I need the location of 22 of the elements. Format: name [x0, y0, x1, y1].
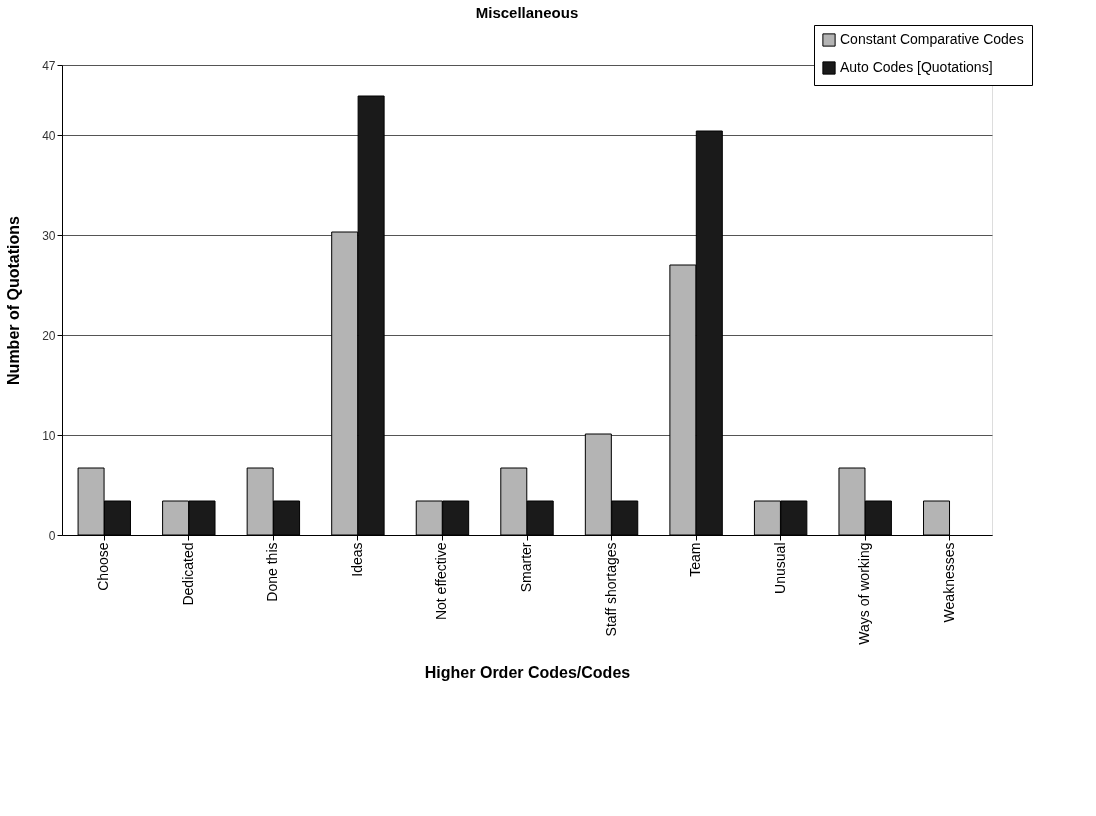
x-tick-label: Weaknesses: [940, 542, 957, 623]
y-tick-label: 30: [42, 228, 56, 243]
chart-title: Miscellaneous: [475, 3, 579, 21]
x-tick-label: Unusual: [771, 542, 788, 594]
x-tick-label: Smarter: [518, 542, 534, 593]
legend-label: Auto Codes [Quotations]: [840, 59, 993, 75]
x-tick-label: Ideas: [348, 542, 365, 577]
y-tick-label: 0: [48, 528, 56, 543]
x-tick-label: Done this: [264, 542, 281, 602]
y-tick-label: 40: [42, 128, 56, 143]
x-axis-title: Higher Order Codes/Codes: [424, 663, 631, 681]
x-tick-label: Staff shortages: [602, 542, 619, 637]
x-tick-label: Not effective: [433, 542, 450, 621]
y-tick-label: 10: [42, 428, 56, 443]
legend-label: Constant Comparative Codes: [840, 31, 1024, 47]
y-tick-label: 47: [42, 58, 56, 73]
x-tick-label: Choose: [95, 542, 112, 591]
y-axis-title: Number of Quotations: [5, 215, 23, 385]
x-tick-label: Dedicated: [179, 542, 196, 606]
x-tick-label: Team: [687, 542, 704, 577]
x-tick-label: Ways of working: [856, 542, 873, 645]
y-tick-label: 20: [42, 328, 56, 343]
